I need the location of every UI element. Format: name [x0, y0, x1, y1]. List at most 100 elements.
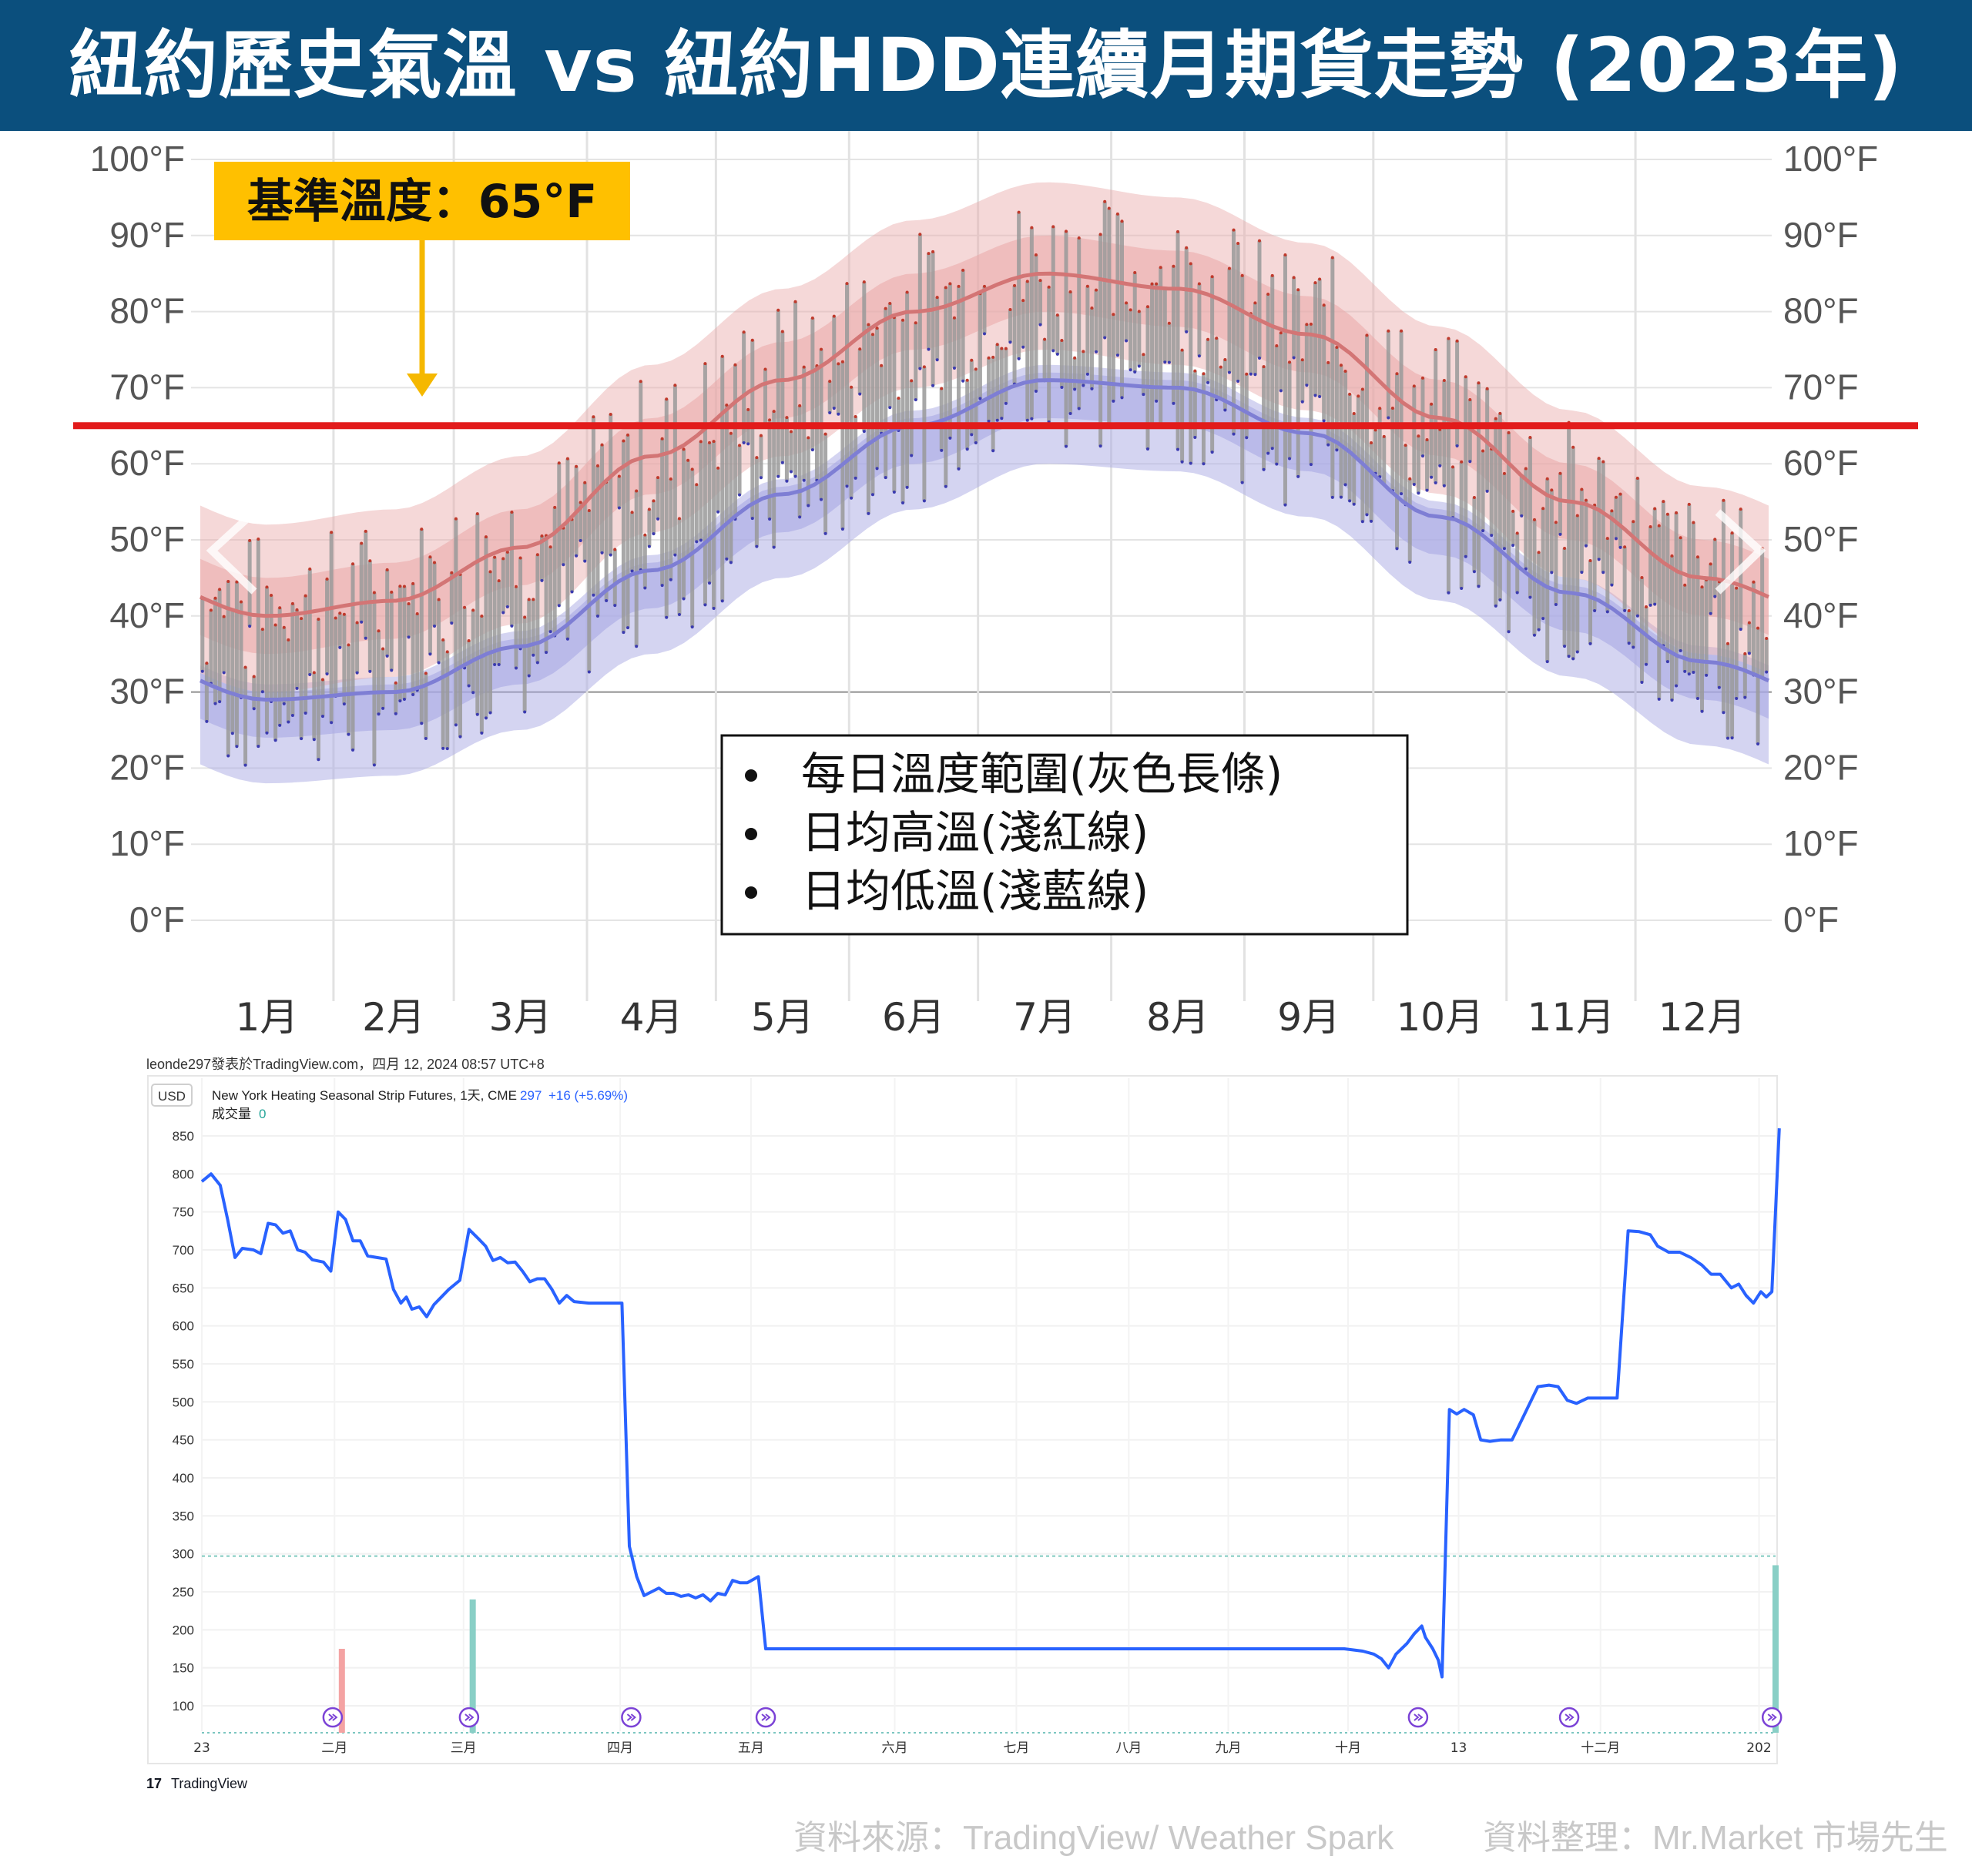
- daily-low-dot: [901, 501, 905, 504]
- futures-y-tick: 550: [173, 1357, 194, 1372]
- volume-bars: [338, 1565, 1779, 1733]
- legend-bullet: [745, 828, 757, 840]
- daily-high-dot: [1532, 518, 1536, 521]
- footer: 資料來源：TradingView/ Weather Spark 資料整理：Mr.…: [0, 1810, 1957, 1864]
- daily-high-dot: [810, 317, 814, 320]
- daily-high-dot: [257, 537, 260, 541]
- daily-low-dot: [540, 578, 544, 582]
- daily-low-dot: [1283, 503, 1287, 507]
- daily-high-dot: [1330, 256, 1334, 260]
- daily-low-dot: [1189, 461, 1192, 465]
- daily-high-dot: [290, 601, 294, 605]
- daily-low-dot: [437, 661, 441, 665]
- daily-low-dot: [699, 538, 703, 542]
- daily-low-dot: [260, 690, 264, 694]
- daily-high-dot: [858, 347, 862, 351]
- daily-low-dot: [304, 712, 307, 715]
- daily-high-dot: [1313, 281, 1317, 285]
- daily-high-dot: [1125, 301, 1129, 305]
- daily-high-dot: [755, 456, 759, 460]
- x-tick-month: 10月: [1396, 995, 1484, 1040]
- daily-low-dot: [364, 636, 367, 640]
- daily-high-dot: [742, 330, 746, 334]
- daily-low-dot: [1038, 323, 1042, 327]
- daily-high-dot: [1648, 524, 1652, 528]
- daily-high-dot: [1632, 520, 1635, 524]
- daily-high-dot: [595, 464, 599, 467]
- daily-low-dot: [708, 581, 712, 585]
- daily-low-dot: [600, 551, 604, 554]
- daily-high-dot: [514, 585, 518, 588]
- daily-low-dot: [1460, 586, 1464, 590]
- daily-low-dot: [252, 707, 256, 711]
- daily-low-dot: [1322, 419, 1326, 423]
- daily-low-dot: [931, 384, 935, 387]
- daily-low-dot: [1653, 602, 1657, 606]
- daily-low-dot: [1713, 595, 1717, 598]
- y-tick-right: 30°F: [1783, 672, 1859, 712]
- daily-high-dot: [1219, 365, 1222, 369]
- daily-low-dot: [330, 721, 334, 725]
- daily-low-dot: [458, 735, 462, 739]
- daily-high-dot: [1215, 337, 1219, 340]
- daily-high-dot: [1481, 449, 1485, 453]
- daily-high-dot: [1472, 496, 1476, 500]
- daily-low-dot: [1524, 567, 1528, 571]
- daily-high-dot: [789, 430, 793, 434]
- daily-high-dot: [935, 296, 939, 300]
- daily-high-dot: [884, 307, 887, 310]
- daily-low-dot: [583, 559, 587, 563]
- daily-low-dot: [776, 474, 780, 478]
- average-lines: [199, 271, 1770, 702]
- daily-high-dot: [1601, 460, 1605, 464]
- daily-low-dot: [1481, 529, 1485, 533]
- daily-low-dot: [273, 739, 277, 742]
- daily-high-dot: [1055, 313, 1059, 317]
- daily-low-dot: [570, 590, 574, 594]
- daily-high-dot: [1197, 282, 1201, 286]
- daily-low-dot: [450, 621, 454, 625]
- daily-high-dot: [1580, 487, 1584, 491]
- temperature-overlay: 基準溫度：65°F 每日溫度範圍(灰色長條) 日均高溫(淺紅線) 日均低溫(淺藍線): [73, 162, 1918, 936]
- daily-low-dot: [1185, 330, 1189, 333]
- daily-low-dot: [798, 515, 802, 519]
- daily-low-dot: [665, 615, 669, 619]
- daily-low-dot: [1507, 630, 1511, 634]
- daily-low-dot: [1447, 591, 1450, 595]
- legend-box: [720, 734, 1409, 936]
- daily-low-dot: [1675, 684, 1679, 688]
- daily-high-dot: [471, 608, 475, 612]
- daily-high-dot: [278, 606, 282, 610]
- daily-low-dot: [669, 578, 672, 581]
- daily-low-dot: [514, 666, 518, 670]
- daily-high-dot: [265, 585, 269, 589]
- daily-high-dot: [1030, 226, 1034, 229]
- daily-high-dot: [1434, 347, 1437, 351]
- daily-high-dot: [1283, 253, 1287, 256]
- daily-low-dot: [927, 347, 931, 351]
- daily-low-dot: [983, 332, 986, 336]
- daily-high-dot: [1747, 621, 1751, 625]
- y-tick-left: 10°F: [109, 823, 185, 863]
- daily-high-dot: [1176, 229, 1180, 233]
- daily-high-dot: [837, 362, 840, 366]
- y-tick-right: 10°F: [1783, 823, 1859, 863]
- daily-low-dot: [1558, 532, 1562, 536]
- daily-high-dot: [1442, 379, 1446, 383]
- daily-low-dot: [918, 367, 922, 370]
- daily-high-dot: [1713, 538, 1717, 541]
- daily-low-dot: [488, 711, 492, 715]
- daily-high-dot: [1460, 460, 1464, 464]
- daily-high-dot: [1537, 551, 1541, 554]
- daily-high-dot: [1077, 236, 1081, 240]
- daily-high-dot: [304, 594, 307, 598]
- daily-low-dot: [1735, 696, 1739, 700]
- daily-high-dot: [1013, 283, 1017, 287]
- futures-y-tick: 850: [173, 1129, 194, 1144]
- daily-high-dot: [300, 617, 304, 621]
- daily-low-dot: [1700, 709, 1704, 713]
- daily-high-dot: [1756, 626, 1760, 630]
- daily-high-dot: [1623, 545, 1627, 549]
- daily-low-dot: [1197, 354, 1201, 358]
- daily-high-dot: [1223, 357, 1227, 361]
